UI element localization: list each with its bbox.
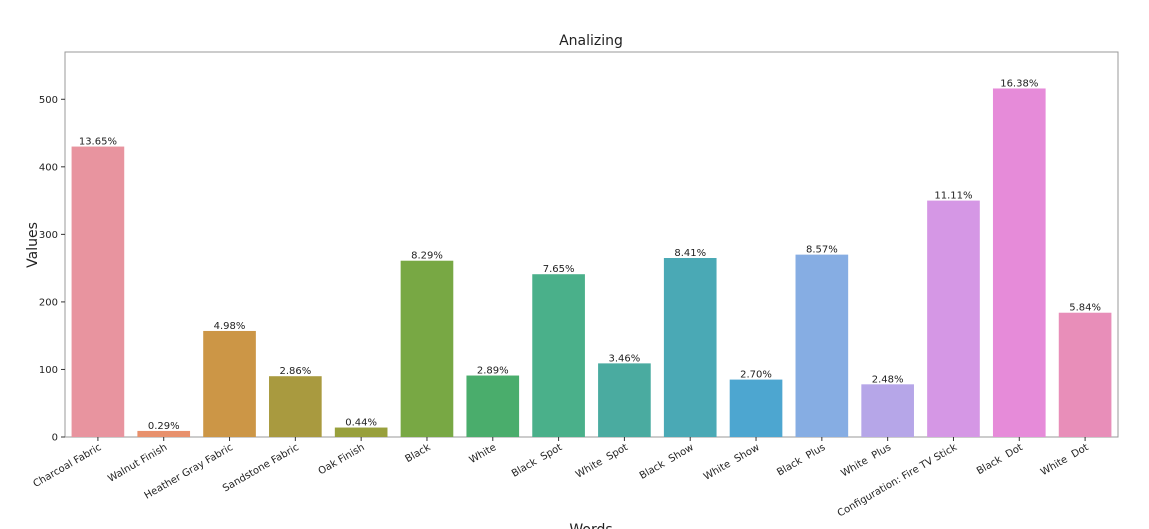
value-label: 2.86% — [279, 366, 311, 377]
x-tick-label: White — [468, 442, 499, 466]
value-label: 2.48% — [872, 374, 904, 385]
value-label: 8.57% — [806, 245, 838, 256]
value-label: 4.98% — [214, 321, 246, 332]
value-label: 2.89% — [477, 366, 509, 377]
value-label: 0.29% — [148, 421, 180, 432]
x-tick-label: White Plus — [839, 442, 893, 479]
x-tick-label: Charcoal Fabric — [31, 442, 103, 490]
value-label: 7.65% — [543, 264, 575, 275]
bar — [795, 254, 849, 437]
bar — [729, 379, 783, 437]
chart-title: Analizing — [559, 33, 623, 49]
x-tick-label: Black Spot — [510, 442, 564, 480]
x-tick-label: Black Plus — [775, 442, 827, 478]
y-axis-label: Values — [25, 222, 41, 268]
y-tick-label: 500 — [39, 95, 58, 106]
bar — [203, 330, 256, 437]
x-tick-label: White Show — [702, 442, 762, 483]
bar — [1058, 312, 1112, 437]
bar — [532, 274, 585, 437]
bar — [466, 375, 520, 437]
bar — [334, 427, 388, 437]
y-tick-label: 100 — [39, 365, 58, 376]
x-tick-label: Black — [404, 442, 433, 465]
x-tick-label: White Spot — [574, 442, 630, 481]
value-label: 13.65% — [79, 137, 117, 148]
x-tick-label: Walnut Finish — [106, 442, 169, 485]
value-label: 2.70% — [740, 370, 772, 381]
x-axis-label: Words — [569, 522, 612, 529]
value-label: 5.84% — [1069, 303, 1101, 314]
value-label: 16.38% — [1000, 78, 1038, 89]
y-tick-label: 300 — [39, 230, 58, 241]
y-tick-label: 400 — [39, 162, 58, 173]
value-label: 8.29% — [411, 251, 443, 262]
bar — [992, 88, 1046, 437]
y-tick-label: 0 — [52, 433, 58, 444]
x-tick-label: Oak Finish — [317, 442, 367, 477]
x-tick-label: White Dot — [1039, 442, 1091, 478]
plot-frame — [64, 51, 1119, 438]
x-tick-label: Configuration: Fire TV Stick — [836, 442, 959, 520]
value-label: 0.44% — [345, 418, 377, 429]
bar — [861, 384, 914, 437]
bar — [137, 430, 191, 437]
value-label: 3.46% — [609, 353, 641, 364]
x-tick-label: Black Dot — [975, 442, 1025, 477]
bar — [598, 363, 651, 437]
bar — [663, 258, 717, 437]
bar — [400, 260, 454, 437]
bar — [269, 376, 322, 437]
bar — [927, 200, 980, 437]
value-label: 8.41% — [674, 248, 706, 259]
x-tick-label: Black Show — [638, 442, 696, 482]
y-tick-label: 200 — [39, 297, 58, 308]
bar — [71, 146, 125, 437]
value-label: 11.11% — [934, 191, 972, 202]
